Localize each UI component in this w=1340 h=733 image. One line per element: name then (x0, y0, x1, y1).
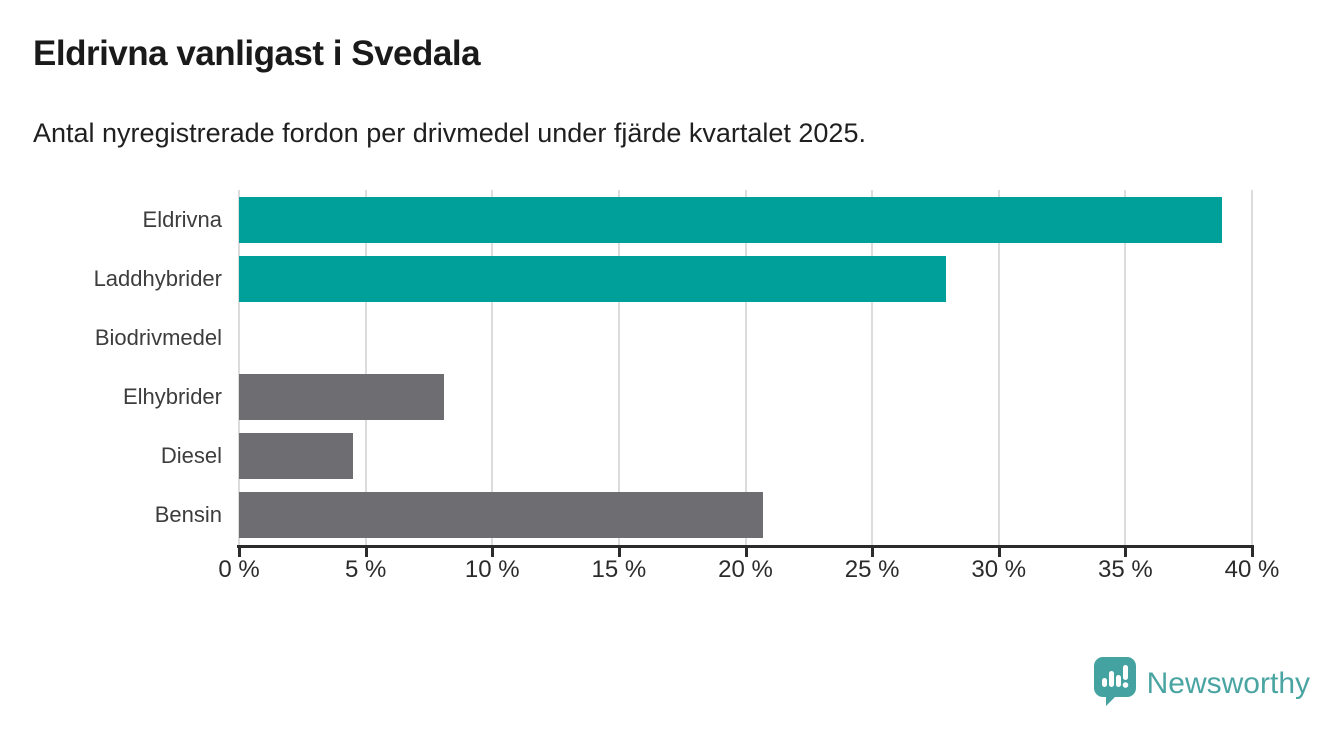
gridline-40 (1251, 190, 1253, 545)
x-tick-label-10: 10 % (464, 556, 520, 583)
gridline-25 (871, 190, 874, 545)
x-tick-mark-20 (744, 545, 748, 557)
category-label-eldrivna: Eldrivna (142, 206, 222, 232)
newsworthy-badge-icon (1093, 656, 1137, 711)
gridline-15 (617, 190, 620, 545)
gridline-0 (238, 190, 240, 545)
chart-subtitle: Antal nyregistrerade fordon per drivmede… (33, 118, 866, 148)
x-tick-mark-35 (1124, 545, 1128, 557)
gridline-35 (1124, 190, 1127, 545)
x-tick-mark-10 (491, 545, 495, 557)
x-tick-mark-0 (238, 545, 241, 557)
gridline-10 (491, 190, 494, 545)
category-label-diesel: Diesel (160, 443, 222, 469)
x-tick-label-0: 0 % (218, 556, 260, 583)
x-tick-label-20: 20 % (718, 556, 773, 583)
x-tick-label-15: 15 % (591, 556, 647, 583)
x-tick-label-40: 40 % (1224, 556, 1280, 583)
brand-name: Newsworthy (1146, 666, 1310, 700)
x-tick-label-25: 25 % (844, 556, 900, 583)
bar-bensin (239, 492, 764, 539)
x-tick-label-35: 35 % (1098, 556, 1153, 583)
chart-title: Eldrivna vanligast i Svedala (33, 34, 481, 73)
gridline-20 (744, 190, 747, 545)
x-tick-mark-15 (617, 545, 621, 557)
category-label-bensin: Bensin (154, 502, 222, 528)
bar-laddhybrider (239, 255, 946, 302)
x-tick-mark-25 (871, 545, 875, 557)
bar-diesel (239, 433, 353, 480)
x-tick-mark-5 (364, 545, 368, 557)
gridline-5 (364, 190, 367, 545)
x-tick-label-30: 30 % (971, 556, 1027, 583)
category-label-elhybrider: Elhybrider (122, 384, 222, 410)
plot-area (238, 190, 1253, 545)
gridline-30 (997, 190, 1000, 545)
x-tick-label-5: 5 % (344, 556, 387, 583)
brand-footer: Newsworthy (1093, 656, 1310, 711)
x-tick-mark-30 (997, 545, 1001, 557)
category-label-biodrivmedel: Biodrivmedel (94, 324, 222, 350)
bar-elhybrider (239, 374, 445, 421)
x-tick-mark-40 (1251, 545, 1254, 557)
category-label-laddhybrider: Laddhybrider (93, 265, 222, 291)
bar-eldrivna (239, 196, 1222, 243)
